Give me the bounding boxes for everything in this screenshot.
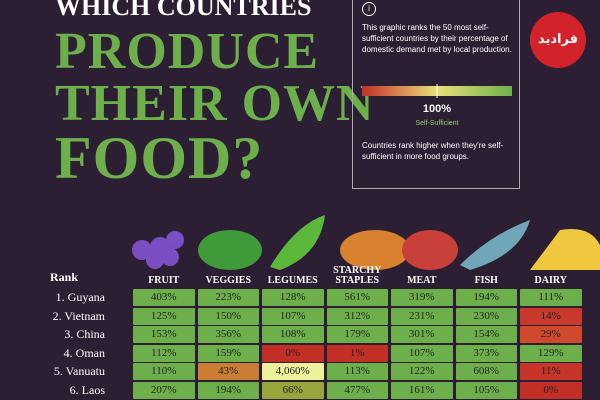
cell: 111% — [520, 289, 582, 306]
cell: 4,060% — [262, 363, 324, 380]
title-line: THEIR OWN — [55, 75, 375, 132]
title-line: FOOD? — [55, 125, 264, 191]
column-header: FISH — [474, 275, 498, 286]
cell: 107% — [391, 344, 453, 362]
cell: 319% — [391, 289, 453, 306]
cell: 11% — [520, 363, 582, 380]
scale-bar — [362, 84, 512, 98]
cell: 223% — [197, 289, 259, 306]
rank-label: 1. Guyana — [55, 290, 105, 304]
cell: 66% — [262, 381, 324, 399]
cell: 112% — [133, 344, 195, 362]
food-illustrations — [132, 215, 600, 270]
rank-label: 2. Vietnam — [52, 308, 105, 323]
info-text: This graphic ranks the 50 most self-suff… — [362, 23, 512, 54]
cell: 403% — [133, 289, 195, 306]
cell: 179% — [326, 326, 388, 343]
cell: 194% — [455, 289, 517, 306]
cell: 0% — [262, 344, 324, 362]
cell: 129% — [520, 344, 582, 362]
cell: 161% — [391, 381, 453, 399]
cell: 1% — [326, 344, 388, 362]
cell: 14% — [520, 307, 582, 325]
cell: 153% — [133, 326, 195, 343]
bread — [340, 230, 410, 270]
cell: 230% — [455, 307, 517, 325]
cell: 110% — [133, 363, 195, 380]
cell: 231% — [391, 307, 453, 325]
info-box — [352, 0, 520, 189]
cell: 608% — [455, 363, 517, 380]
column-header: MEAT — [407, 275, 437, 286]
cell: 194% — [197, 381, 259, 399]
cell: 561% — [326, 289, 388, 306]
pea-pod — [270, 215, 325, 270]
cell: 477% — [326, 381, 388, 399]
column-header: DAIRY — [534, 275, 567, 286]
column-header: VEGGIES — [205, 275, 252, 286]
scale-label: Self-Sufficient — [415, 120, 459, 127]
info-icon: i — [362, 2, 376, 16]
cell: 105% — [455, 381, 517, 399]
cell: 154% — [455, 326, 517, 343]
rank-label: 3. China — [64, 327, 105, 341]
cell: 125% — [133, 307, 195, 325]
cell: 312% — [326, 307, 388, 325]
fish — [460, 220, 530, 270]
column-header: STARCHY STAPLES — [333, 265, 382, 286]
cell: 108% — [262, 326, 324, 343]
cell: 159% — [197, 344, 259, 362]
cell: 122% — [391, 363, 453, 380]
meat — [402, 230, 458, 270]
rank-header: Rank — [50, 270, 79, 284]
cell: 113% — [326, 363, 388, 380]
title-line: PRODUCE — [55, 23, 320, 80]
cell: 207% — [133, 381, 195, 399]
logo: فرادید — [530, 12, 586, 68]
column-header: FRUIT — [148, 275, 180, 286]
cell: 373% — [455, 344, 517, 362]
info-note: Countries rank higher when they're self-… — [362, 141, 504, 161]
cell: 43% — [197, 363, 259, 380]
broccoli — [198, 230, 262, 270]
cell: 0% — [520, 381, 582, 399]
kicker: WHICH COUNTRIES — [55, 0, 312, 21]
cheese — [530, 229, 600, 270]
cell: 107% — [262, 307, 324, 325]
rank-label: 5. Vanuatu — [53, 364, 105, 378]
cell: 128% — [262, 289, 324, 306]
scale-value: 100% — [422, 103, 452, 115]
grapes — [132, 231, 184, 269]
cell: 356% — [197, 326, 259, 343]
cell: 301% — [391, 326, 453, 343]
cell: 150% — [197, 307, 259, 325]
rank-label: 6. Laos — [69, 382, 105, 397]
column-header: LEGUMES — [267, 275, 318, 286]
cell: 29% — [520, 326, 582, 343]
rank-label: 4. Oman — [63, 345, 105, 360]
